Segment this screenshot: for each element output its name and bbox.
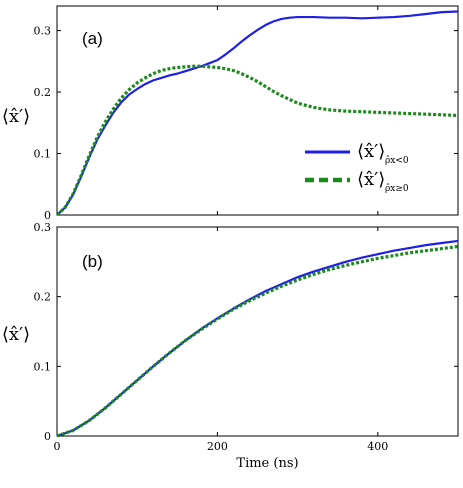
legend-sublabel-0: ρ̂x<0 bbox=[385, 155, 409, 166]
y-tick-label: 0 bbox=[44, 430, 51, 443]
panel-label: (a) bbox=[82, 29, 103, 48]
y-axis-label: ⟨x̂′⟩ bbox=[2, 324, 30, 345]
y-tick-label: 0.2 bbox=[34, 291, 52, 304]
plot-frame bbox=[56, 5, 459, 216]
panel-0: 00.10.20.3 (a)⟨x̂′⟩⟨x̂′⟩ ρ̂x<0⟨x̂′⟩ ρ̂x≥0 bbox=[2, 5, 459, 222]
y-tick-label: 0.1 bbox=[34, 148, 52, 161]
y-tick-label: 0 bbox=[44, 209, 51, 222]
series-line-0 bbox=[56, 10, 459, 216]
series-line-1 bbox=[56, 244, 459, 438]
y-tick-label: 0.3 bbox=[34, 221, 52, 234]
plot-frame bbox=[56, 226, 459, 437]
legend: ⟨x̂′⟩ ρ̂x<0⟨x̂′⟩ ρ̂x≥0 bbox=[305, 141, 409, 194]
y-tick-label: 0.1 bbox=[34, 360, 52, 373]
x-tick-label: 0 bbox=[54, 440, 61, 453]
panel-1: 0 200 400 0 0.1 0.2 0.3 (b) ⟨x̂′⟩ Time (ns) bbox=[2, 221, 459, 471]
y-tick-label: 0.2 bbox=[34, 86, 52, 99]
x-axis-label: Time (ns) bbox=[236, 456, 298, 471]
legend-sublabel-1: ρ̂x≥0 bbox=[385, 183, 409, 194]
x-tick-label: 400 bbox=[367, 440, 388, 453]
legend-label-1: ⟨x̂′⟩ bbox=[357, 169, 385, 190]
legend-label-0: ⟨x̂′⟩ bbox=[357, 141, 385, 162]
series-line-1 bbox=[55, 64, 459, 217]
x-tick-label: 200 bbox=[207, 440, 228, 453]
series-line-0 bbox=[56, 239, 459, 438]
y-tick-label: 0.3 bbox=[34, 25, 52, 38]
panel-label: (b) bbox=[82, 252, 103, 271]
y-axis-label: ⟨x̂′⟩ bbox=[2, 106, 30, 127]
